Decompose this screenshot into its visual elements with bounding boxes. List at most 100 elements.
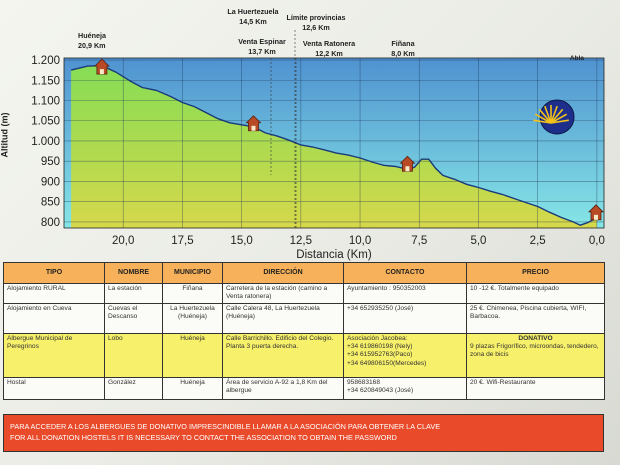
cell-precio: 10 -12 €. Totalmente equipado [466, 283, 605, 304]
cell-tipo: Hostal [3, 377, 105, 400]
cell-tipo: Alojamiento RURAL [3, 283, 105, 304]
elevation-chart: 1.200 1.150 1.100 1.050 1.000 950 900 850 800 20,… [31, 7, 605, 261]
place-name-label: Límite provincias [286, 13, 345, 22]
lodging-table: TIPO NOMBRE MUNICIPIO DIRECCIÓN CONTACTO… [3, 262, 605, 400]
col-header-nombre: NOMBRE [104, 262, 163, 284]
x-tick-label: 2,5 [530, 235, 546, 247]
price-detail: 9 plazas Frigorífico, microondas, tended… [470, 343, 599, 359]
contact-line: Asociación Jacobea: [347, 335, 408, 342]
ground-area [71, 65, 597, 228]
y-tick-label: 850 [41, 197, 60, 209]
table-row: Albergue Municipal de Peregrinos Lobo Hu… [3, 333, 605, 378]
x-tick-label: 12,5 [290, 235, 312, 247]
cell-precio: 20 €. Wifi-Restaurante [466, 377, 605, 400]
cell-tipo: Albergue Municipal de Peregrinos [3, 333, 105, 378]
place-name-label: La Huertezuela [227, 7, 279, 16]
lodging-door-icon [405, 166, 410, 172]
cell-nombre: La estación [104, 283, 163, 304]
cell-contacto: Ayuntamiento : 950352003 [343, 283, 467, 304]
table-row: Alojamiento en Cueva Cuevas el Descanso … [3, 303, 605, 334]
y-tick-label: 1.000 [31, 136, 60, 148]
place-km-label: 8,0 Km [391, 49, 415, 58]
contact-line: +34 619860198 (Nely) [347, 343, 413, 351]
table-header-row: TIPO NOMBRE MUNICIPIO DIRECCIÓN CONTACTO… [3, 262, 605, 284]
cell-municipio: Huéneja [162, 377, 223, 400]
shell-ray-icon [550, 113, 568, 124]
table-row: Alojamiento RURAL La estación Fiñana Car… [3, 283, 605, 304]
x-tick-label: 15,0 [230, 235, 252, 247]
banner-line-en: FOR ALL DONATION HOSTELS IT IS NECESSARY… [10, 433, 397, 442]
contact-line: Ayuntamiento : 950352003 [347, 285, 426, 292]
place-km-label: 13,7 Km [248, 47, 276, 56]
x-tick-label: 5,0 [470, 235, 486, 247]
y-tick-label: 950 [41, 156, 60, 168]
col-header-tipo: TIPO [3, 262, 105, 284]
place-name-label: Venta Ratonera [303, 39, 356, 48]
y-tick-label: 1.100 [31, 96, 60, 108]
col-header-direccion: DIRECCIÓN [222, 262, 344, 284]
cell-municipio: La Huertezuela (Huéneja) [162, 303, 223, 334]
lodging-house-icon [399, 155, 416, 172]
x-tick-label: 7,5 [411, 235, 427, 247]
y-tick-label: 900 [41, 176, 60, 188]
cell-contacto: 958683168 +34 620849043 (José) [343, 377, 467, 400]
contact-line: +34 649806150(Mercedes) [347, 359, 427, 367]
plot-frame [63, 57, 605, 229]
x-tick-label: 10,0 [349, 235, 371, 247]
lodging-house-icon [93, 58, 110, 75]
shell-ray-icon [550, 108, 564, 124]
lodging-door-icon [594, 214, 598, 220]
cell-direccion: Área de servicio A-92 a 1,8 Km del alber… [222, 377, 344, 400]
shell-ray-icon [534, 113, 552, 124]
shell-ray-icon [550, 105, 558, 124]
table-row: Hostal González Huéneja Área de servicio… [3, 377, 605, 400]
place-name-label: Abla [570, 55, 584, 62]
cell-nombre: Lobo [104, 333, 163, 378]
col-header-contacto: CONTACTO [343, 262, 467, 284]
shell-ray-icon [538, 108, 552, 124]
cell-precio: 25 €. Chimenea, Piscina cubierta, WIFI, … [466, 303, 605, 334]
place-km-label: 14,5 Km [239, 17, 267, 26]
place-name-label: Venta Espinar [238, 37, 286, 46]
shell-ray-icon [544, 105, 552, 124]
lodging-house-icon [245, 115, 262, 132]
place-km-label: 12,2 Km [315, 49, 343, 58]
x-tick-label: 0,0 [589, 235, 605, 247]
cell-municipio: Huéneja [162, 333, 223, 378]
y-tick-label: 1.150 [31, 75, 60, 87]
cell-nombre: González [104, 377, 163, 400]
cell-contacto: +34 652935250 (José) [343, 303, 467, 334]
x-axis-title: Distancia (Km) [296, 249, 372, 261]
cell-direccion: Calle Calera 48, La Huertezuela (Huéneja… [222, 303, 344, 334]
shell-ray-icon [533, 119, 552, 124]
lodging-door-icon [251, 125, 256, 131]
cell-direccion: Carretera de la estación (camino a Venta… [222, 283, 344, 304]
x-tick-label: 20,0 [112, 235, 134, 247]
banner-line-es: PARA ACCEDER A LOS ALBERGUES DE DONATIVO… [10, 422, 441, 431]
lodging-house-icon [588, 204, 604, 221]
place-name-label: Fiñana [391, 39, 415, 48]
x-tick-label: 17,5 [171, 235, 193, 247]
place-km-label: 12,6 Km [302, 23, 330, 32]
cell-nombre: Cuevas el Descanso [104, 303, 163, 334]
place-name-label: Huéneja [78, 31, 107, 40]
donativo-label: DONATIVO [518, 335, 553, 342]
y-tick-label: 1.200 [31, 55, 60, 67]
col-header-precio: PRECIO [466, 262, 605, 284]
contact-line: +34 615952763(Paco) [347, 351, 413, 359]
cell-contacto: Asociación Jacobea: +34 619860198 (Nely)… [343, 333, 467, 378]
cell-municipio: Fiñana [162, 283, 223, 304]
password-notice-banner: PARA ACCEDER A LOS ALBERGUES DE DONATIVO… [3, 414, 604, 452]
y-tick-label: 1.050 [31, 116, 60, 128]
lodging-door-icon [99, 69, 104, 75]
shell-ray-icon [550, 119, 569, 124]
contact-line: +34 652935250 (José) [347, 305, 414, 312]
cell-tipo: Alojamiento en Cueva [3, 303, 105, 334]
place-km-label: 20,9 Km [78, 41, 106, 50]
contact-line: +34 620849043 (José) [347, 387, 414, 395]
col-header-municipio: MUNICIPIO [162, 262, 223, 284]
y-tick-label: 800 [41, 217, 60, 229]
cell-precio: DONATIVO 9 plazas Frigorífico, microonda… [466, 333, 605, 378]
elevation-profile-line [70, 64, 598, 226]
